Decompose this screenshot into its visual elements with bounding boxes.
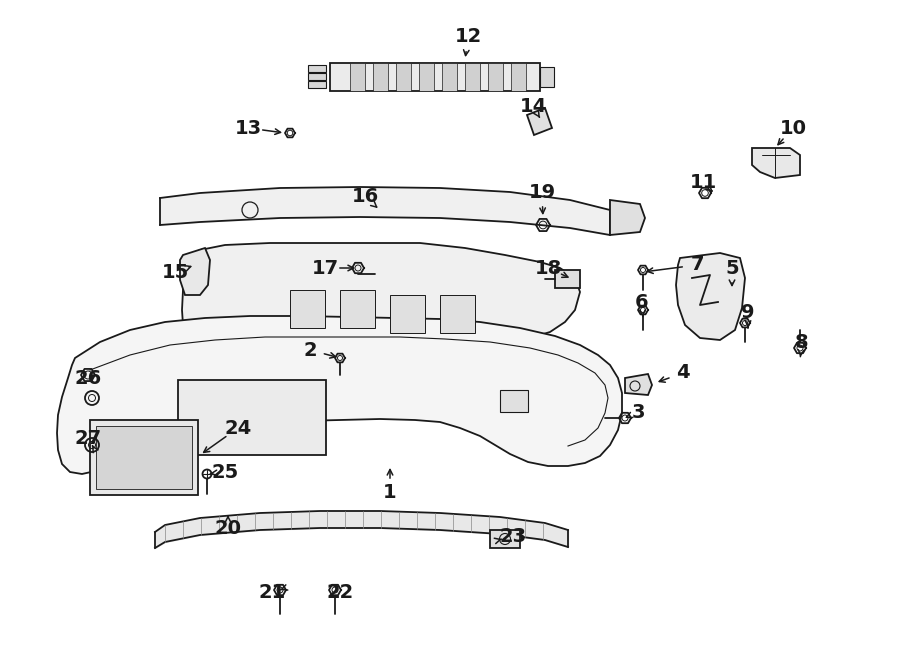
Bar — [290, 290, 325, 328]
Text: 24: 24 — [224, 418, 252, 438]
Text: 11: 11 — [689, 173, 716, 192]
Text: 14: 14 — [519, 98, 546, 116]
Text: 12: 12 — [454, 28, 482, 46]
Text: 10: 10 — [779, 118, 806, 137]
Text: 6: 6 — [635, 293, 649, 311]
Text: 21: 21 — [258, 584, 285, 602]
Polygon shape — [527, 108, 552, 135]
Text: 9: 9 — [742, 303, 755, 323]
Bar — [373, 63, 388, 91]
Bar — [308, 73, 326, 80]
Bar — [340, 290, 375, 328]
Text: 20: 20 — [214, 518, 241, 537]
Polygon shape — [330, 63, 540, 91]
Bar — [308, 65, 326, 72]
Bar — [390, 295, 425, 333]
Bar — [488, 63, 503, 91]
Bar — [511, 63, 526, 91]
Bar — [440, 295, 475, 333]
Bar — [90, 420, 198, 495]
Polygon shape — [57, 316, 622, 474]
Polygon shape — [180, 248, 210, 295]
Text: 25: 25 — [212, 463, 239, 481]
Text: 7: 7 — [690, 256, 704, 274]
Bar — [396, 63, 411, 91]
Text: 16: 16 — [351, 188, 379, 206]
Bar — [308, 81, 326, 88]
Text: 3: 3 — [631, 403, 644, 422]
Text: 8: 8 — [796, 332, 809, 352]
Text: 4: 4 — [676, 364, 689, 383]
Bar — [178, 380, 326, 455]
Bar — [500, 390, 528, 412]
Bar — [442, 63, 457, 91]
Polygon shape — [610, 200, 645, 235]
Bar — [419, 63, 434, 91]
Bar — [96, 426, 192, 489]
Bar — [540, 67, 554, 87]
Text: 5: 5 — [725, 258, 739, 278]
Text: 13: 13 — [234, 118, 262, 137]
Polygon shape — [182, 243, 580, 365]
Text: 27: 27 — [75, 428, 102, 447]
Bar — [350, 63, 365, 91]
Text: 2: 2 — [303, 340, 317, 360]
Polygon shape — [676, 253, 745, 340]
Text: 22: 22 — [327, 584, 354, 602]
Polygon shape — [625, 374, 652, 395]
Polygon shape — [555, 270, 580, 288]
Text: 15: 15 — [161, 262, 189, 282]
Text: 18: 18 — [535, 258, 562, 278]
Text: 17: 17 — [311, 258, 338, 278]
Text: 23: 23 — [500, 527, 526, 545]
Text: 26: 26 — [75, 368, 102, 387]
Polygon shape — [490, 530, 520, 548]
Polygon shape — [752, 148, 800, 178]
Bar — [465, 63, 480, 91]
Text: 19: 19 — [528, 182, 555, 202]
Text: 1: 1 — [383, 483, 397, 502]
